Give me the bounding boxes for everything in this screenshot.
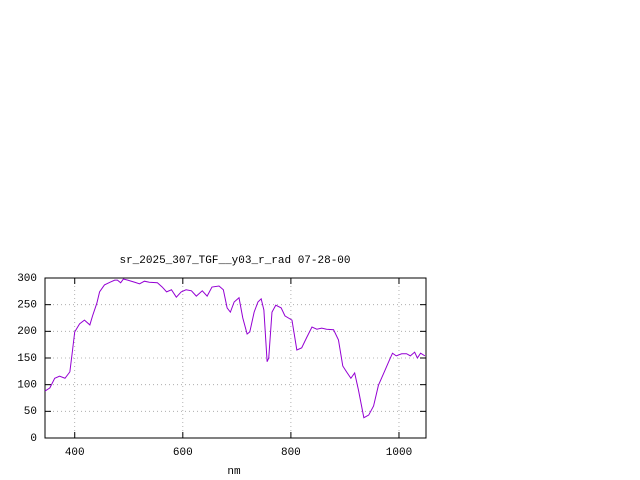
x-tick-label: 800 xyxy=(281,447,301,459)
y-tick-label: 250 xyxy=(17,300,37,312)
y-tick-label: 0 xyxy=(30,433,37,445)
x-tick-label: 600 xyxy=(173,447,193,459)
y-tick-label: 200 xyxy=(17,326,37,338)
y-tick-label: 100 xyxy=(17,380,37,392)
plot-border xyxy=(44,277,427,439)
x-tick-label: 400 xyxy=(65,447,85,459)
y-tick-label: 150 xyxy=(17,353,37,365)
y-tick-label: 50 xyxy=(24,406,37,418)
y-tick-label: 300 xyxy=(17,273,37,285)
chart-title: sr_2025_307_TGF__y03_r_rad 07-28-00 xyxy=(119,255,350,267)
data-line xyxy=(44,278,426,419)
x-axis-label: nm xyxy=(227,466,241,478)
x-tick-label: 1000 xyxy=(386,447,412,459)
